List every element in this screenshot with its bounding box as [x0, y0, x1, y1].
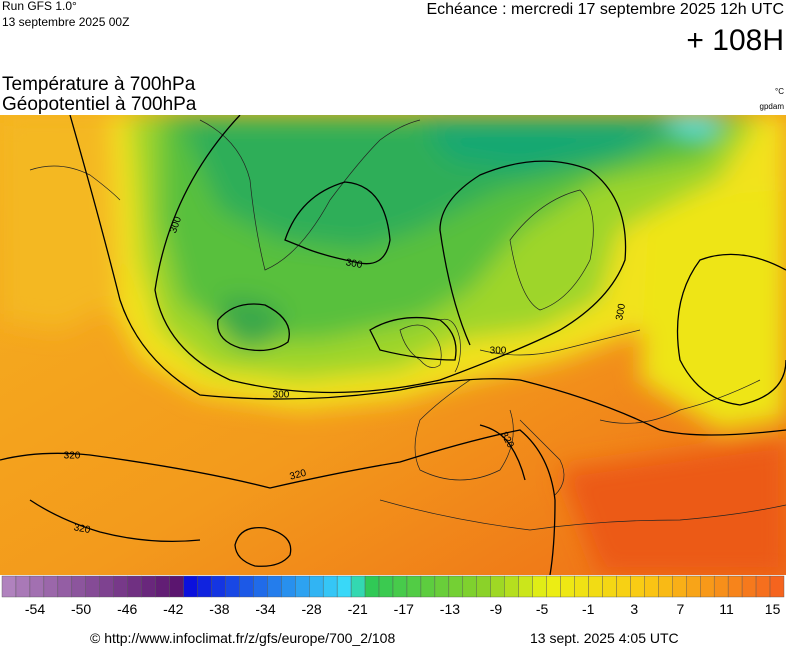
contour-label: 300 — [273, 390, 290, 401]
contour-label: 320 — [64, 451, 81, 462]
colorbar-swatch — [518, 575, 533, 598]
colorbar-label: -34 — [255, 601, 275, 617]
colorbar-label: -21 — [348, 601, 368, 617]
colorbar-label: -1 — [582, 601, 595, 617]
colorbar-swatch — [113, 575, 128, 598]
colorbar-swatch — [155, 575, 170, 598]
colorbar-swatch — [741, 575, 757, 598]
colorbar-swatch — [616, 575, 631, 598]
colorbar-swatch — [448, 575, 464, 598]
colorbar-swatch — [225, 575, 240, 598]
valid-time: Echéance : mercredi 17 septembre 2025 12… — [426, 1, 784, 18]
colorbar-swatch — [727, 575, 743, 598]
colorbar-label: 3 — [630, 601, 638, 617]
source-url: © http://www.infoclimat.fr/z/gfs/europe/… — [90, 630, 395, 646]
colorbar-swatch — [43, 575, 59, 598]
colorbar-swatch — [295, 575, 310, 598]
colorbar-swatch — [169, 575, 184, 598]
contour-label: 300 — [490, 346, 507, 357]
colorbar-swatch — [309, 575, 324, 598]
coastlines — [29, 119, 786, 531]
colorbar-swatch — [322, 575, 338, 598]
temperature-field — [0, 115, 786, 575]
colorbar-label: 15 — [765, 601, 781, 617]
colorbar-swatch — [630, 575, 645, 598]
colorbar-label: -42 — [163, 601, 183, 617]
unit-geopotential: gpdam — [760, 102, 785, 111]
colorbar-swatch — [490, 575, 505, 598]
generated-time: 13 sept. 2025 4:05 UTC — [530, 630, 679, 646]
colorbar-swatch — [504, 575, 519, 598]
colorbar-swatch — [378, 575, 394, 598]
colorbar-swatch — [1, 575, 17, 598]
lead-time: + 108H — [686, 24, 784, 57]
colorbar-swatch — [713, 575, 729, 598]
colorbar-label: -54 — [25, 601, 45, 617]
colorbar-swatch — [29, 575, 45, 598]
colorbar-label: -13 — [440, 601, 460, 617]
colorbar-swatch — [476, 575, 491, 598]
contour-label: 300 — [614, 302, 628, 321]
colorbar-swatch — [211, 575, 226, 598]
colorbar-swatch — [420, 575, 436, 598]
colorbar-label: -5 — [536, 601, 549, 617]
colorbar-label: 7 — [677, 601, 685, 617]
colorbar-swatch — [364, 575, 380, 598]
run-label: Run GFS 1.0° — [2, 0, 77, 13]
colorbar-swatch — [281, 575, 296, 598]
colorbar-swatch — [462, 575, 477, 598]
colorbar-swatch — [532, 575, 547, 598]
colorbar-swatch — [546, 575, 561, 598]
colorbar-swatch — [183, 575, 198, 598]
colorbar-swatch — [560, 575, 575, 598]
contour-label: 320 — [73, 522, 92, 536]
colorbar-swatch — [755, 575, 771, 598]
title-temperature: Température à 700hPa — [2, 74, 196, 95]
colorbar-labels: -54 -50 -46 -42 -38 -34 -28 -21 -17 -13 -9 -5 -1 3 7 11… — [25, 601, 781, 617]
colorbar-swatch — [99, 575, 114, 598]
colorbar-label: -50 — [71, 601, 91, 617]
colorbar-swatch — [57, 575, 73, 598]
colorbar-swatch — [15, 575, 31, 598]
colorbar-swatch — [392, 575, 408, 598]
run-date: 13 septembre 2025 00Z — [2, 15, 129, 29]
unit-temperature: °C — [775, 87, 784, 96]
contour-label: 320 — [289, 468, 308, 483]
colorbar-swatch — [574, 575, 589, 598]
geopotential-contours — [0, 115, 786, 575]
title-geopotential: Géopotentiel à 700hPa — [2, 94, 197, 115]
colorbar-swatch — [336, 575, 352, 598]
colorbar-swatch — [141, 575, 156, 598]
colorbar-swatch — [253, 575, 268, 598]
colorbar-swatch — [267, 575, 282, 598]
colorbar — [1, 575, 785, 598]
colorbar-swatch — [672, 575, 687, 598]
colorbar-swatch — [406, 575, 422, 598]
colorbar-swatch — [350, 575, 366, 598]
colorbar-swatch — [71, 575, 86, 598]
colorbar-swatch — [588, 575, 603, 598]
colorbar-swatch — [85, 575, 100, 598]
colorbar-swatch — [197, 575, 212, 598]
colorbar-swatch — [434, 575, 450, 598]
colorbar-label: -17 — [394, 601, 414, 617]
colorbar-swatch — [127, 575, 142, 598]
colorbar-label: -46 — [117, 601, 137, 617]
colorbar-label: -28 — [301, 601, 321, 617]
colorbar-swatch — [769, 575, 785, 598]
colorbar-swatch — [239, 575, 254, 598]
contour-label: 300 — [345, 257, 364, 271]
colorbar-swatch — [686, 575, 701, 598]
colorbar-swatch — [602, 575, 617, 598]
colorbar-label: -9 — [490, 601, 503, 617]
colorbar-swatch — [644, 575, 659, 598]
colorbar-swatch — [700, 575, 715, 598]
colorbar-swatch — [658, 575, 673, 598]
colorbar-label: -38 — [209, 601, 229, 617]
colorbar-label: 11 — [719, 601, 734, 617]
